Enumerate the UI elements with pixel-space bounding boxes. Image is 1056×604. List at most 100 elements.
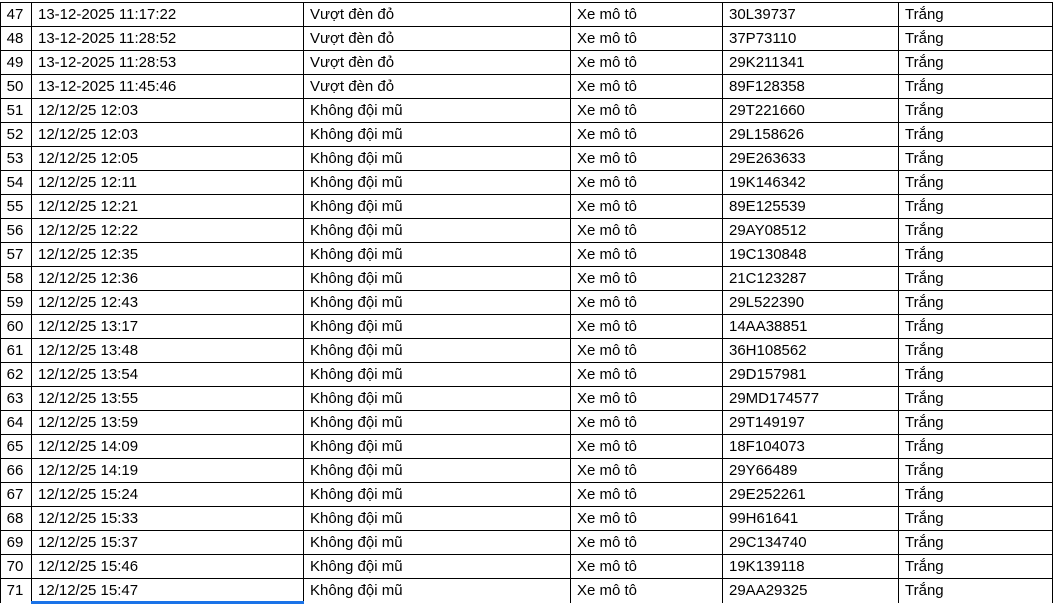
violation-cell[interactable]: Không đội mũ	[303, 410, 571, 435]
vehicle-color-cell[interactable]: Trắng	[898, 50, 1053, 75]
violation-cell[interactable]: Vượt đèn đỏ	[303, 74, 571, 99]
datetime-cell[interactable]: 12/12/25 13:54	[31, 362, 304, 387]
row-number-cell[interactable]: 67	[0, 482, 32, 507]
violation-cell[interactable]: Không đội mũ	[303, 554, 571, 579]
vehicle-color-cell[interactable]: Trắng	[898, 146, 1053, 171]
violation-cell[interactable]: Không đội mũ	[303, 98, 571, 123]
violation-cell[interactable]: Không đội mũ	[303, 194, 571, 219]
row-number-cell[interactable]: 71	[0, 578, 32, 603]
row-number-cell[interactable]: 70	[0, 554, 32, 579]
vehicle-color-cell[interactable]: Trắng	[898, 410, 1053, 435]
vehicle-type-cell[interactable]: Xe mô tô	[570, 242, 723, 267]
violation-cell[interactable]: Không đội mũ	[303, 578, 571, 603]
datetime-cell[interactable]: 12/12/25 13:59	[31, 410, 304, 435]
vehicle-color-cell[interactable]: Trắng	[898, 482, 1053, 507]
datetime-cell[interactable]: 12/12/25 14:09	[31, 434, 304, 459]
datetime-cell[interactable]: 12/12/25 12:03	[31, 98, 304, 123]
violation-cell[interactable]: Không đội mũ	[303, 146, 571, 171]
datetime-cell[interactable]: 12/12/25 14:19	[31, 458, 304, 483]
row-number-cell[interactable]: 54	[0, 170, 32, 195]
row-number-cell[interactable]: 60	[0, 314, 32, 339]
row-number-cell[interactable]: 61	[0, 338, 32, 363]
vehicle-color-cell[interactable]: Trắng	[898, 506, 1053, 531]
vehicle-type-cell[interactable]: Xe mô tô	[570, 314, 723, 339]
vehicle-color-cell[interactable]: Trắng	[898, 554, 1053, 579]
license-plate-cell[interactable]: 19K139118	[722, 554, 899, 579]
datetime-cell[interactable]: 12/12/25 12:03	[31, 122, 304, 147]
vehicle-type-cell[interactable]: Xe mô tô	[570, 98, 723, 123]
datetime-cell[interactable]: 12/12/25 15:46	[31, 554, 304, 579]
violation-cell[interactable]: Không đội mũ	[303, 314, 571, 339]
datetime-cell[interactable]: 12/12/25 15:47	[31, 578, 304, 603]
vehicle-type-cell[interactable]: Xe mô tô	[570, 434, 723, 459]
license-plate-cell[interactable]: 21C123287	[722, 266, 899, 291]
row-number-cell[interactable]: 49	[0, 50, 32, 75]
license-plate-cell[interactable]: 29AY08512	[722, 218, 899, 243]
vehicle-color-cell[interactable]: Trắng	[898, 530, 1053, 555]
vehicle-color-cell[interactable]: Trắng	[898, 362, 1053, 387]
vehicle-type-cell[interactable]: Xe mô tô	[570, 194, 723, 219]
vehicle-type-cell[interactable]: Xe mô tô	[570, 362, 723, 387]
vehicle-color-cell[interactable]: Trắng	[898, 2, 1053, 27]
vehicle-type-cell[interactable]: Xe mô tô	[570, 146, 723, 171]
vehicle-type-cell[interactable]: Xe mô tô	[570, 482, 723, 507]
violation-cell[interactable]: Không đội mũ	[303, 290, 571, 315]
vehicle-type-cell[interactable]: Xe mô tô	[570, 26, 723, 51]
violation-cell[interactable]: Không đội mũ	[303, 386, 571, 411]
row-number-cell[interactable]: 66	[0, 458, 32, 483]
datetime-cell[interactable]: 12/12/25 15:24	[31, 482, 304, 507]
vehicle-type-cell[interactable]: Xe mô tô	[570, 50, 723, 75]
datetime-cell[interactable]: 12/12/25 15:37	[31, 530, 304, 555]
violation-cell[interactable]: Không đội mũ	[303, 482, 571, 507]
vehicle-color-cell[interactable]: Trắng	[898, 74, 1053, 99]
vehicle-type-cell[interactable]: Xe mô tô	[570, 218, 723, 243]
vehicle-color-cell[interactable]: Trắng	[898, 170, 1053, 195]
datetime-cell[interactable]: 12/12/25 12:43	[31, 290, 304, 315]
violation-cell[interactable]: Không đội mũ	[303, 530, 571, 555]
license-plate-cell[interactable]: 29K211341	[722, 50, 899, 75]
violation-cell[interactable]: Không đội mũ	[303, 338, 571, 363]
violation-cell[interactable]: Vượt đèn đỏ	[303, 26, 571, 51]
vehicle-type-cell[interactable]: Xe mô tô	[570, 2, 723, 27]
datetime-cell[interactable]: 12/12/25 12:05	[31, 146, 304, 171]
row-number-cell[interactable]: 62	[0, 362, 32, 387]
license-plate-cell[interactable]: 19K146342	[722, 170, 899, 195]
license-plate-cell[interactable]: 37P73110	[722, 26, 899, 51]
license-plate-cell[interactable]: 29L522390	[722, 290, 899, 315]
license-plate-cell[interactable]: 99H61641	[722, 506, 899, 531]
row-number-cell[interactable]: 68	[0, 506, 32, 531]
datetime-cell[interactable]: 12/12/25 13:48	[31, 338, 304, 363]
license-plate-cell[interactable]: 36H108562	[722, 338, 899, 363]
vehicle-color-cell[interactable]: Trắng	[898, 578, 1053, 603]
vehicle-type-cell[interactable]: Xe mô tô	[570, 74, 723, 99]
license-plate-cell[interactable]: 29C134740	[722, 530, 899, 555]
violation-cell[interactable]: Không đội mũ	[303, 218, 571, 243]
datetime-cell[interactable]: 13-12-2025 11:45:46	[31, 74, 304, 99]
vehicle-type-cell[interactable]: Xe mô tô	[570, 410, 723, 435]
vehicle-type-cell[interactable]: Xe mô tô	[570, 386, 723, 411]
vehicle-color-cell[interactable]: Trắng	[898, 122, 1053, 147]
vehicle-type-cell[interactable]: Xe mô tô	[570, 122, 723, 147]
vehicle-color-cell[interactable]: Trắng	[898, 338, 1053, 363]
row-number-cell[interactable]: 50	[0, 74, 32, 99]
row-number-cell[interactable]: 55	[0, 194, 32, 219]
violation-cell[interactable]: Vượt đèn đỏ	[303, 2, 571, 27]
row-number-cell[interactable]: 51	[0, 98, 32, 123]
row-number-cell[interactable]: 69	[0, 530, 32, 555]
vehicle-type-cell[interactable]: Xe mô tô	[570, 170, 723, 195]
vehicle-type-cell[interactable]: Xe mô tô	[570, 506, 723, 531]
row-number-cell[interactable]: 65	[0, 434, 32, 459]
violation-cell[interactable]: Không đội mũ	[303, 434, 571, 459]
vehicle-type-cell[interactable]: Xe mô tô	[570, 554, 723, 579]
license-plate-cell[interactable]: 29T221660	[722, 98, 899, 123]
license-plate-cell[interactable]: 19C130848	[722, 242, 899, 267]
vehicle-type-cell[interactable]: Xe mô tô	[570, 266, 723, 291]
vehicle-color-cell[interactable]: Trắng	[898, 98, 1053, 123]
violation-cell[interactable]: Không đội mũ	[303, 242, 571, 267]
vehicle-color-cell[interactable]: Trắng	[898, 266, 1053, 291]
vehicle-type-cell[interactable]: Xe mô tô	[570, 530, 723, 555]
license-plate-cell[interactable]: 29L158626	[722, 122, 899, 147]
vehicle-color-cell[interactable]: Trắng	[898, 242, 1053, 267]
vehicle-color-cell[interactable]: Trắng	[898, 218, 1053, 243]
license-plate-cell[interactable]: 29D157981	[722, 362, 899, 387]
